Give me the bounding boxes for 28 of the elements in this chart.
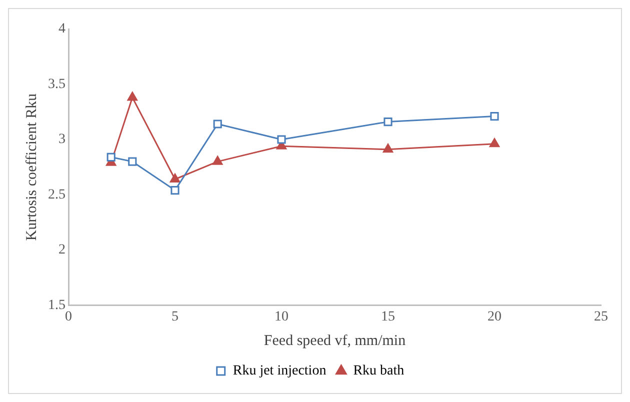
legend-label: Rku bath [353, 364, 404, 379]
y-tick-label: 1.5 [48, 298, 66, 313]
y-tick-label: 4 [58, 22, 66, 37]
point [213, 120, 222, 128]
point [382, 144, 394, 153]
x-tick-label: 25 [594, 309, 608, 324]
x-tick-label: 15 [381, 309, 395, 324]
point [489, 138, 500, 148]
legend-label: Rku jet injection [232, 364, 326, 379]
y-tick-label: 2.5 [48, 187, 66, 202]
y-axis-title: Kurtosis coefficient Rku [24, 93, 40, 241]
point [106, 152, 116, 162]
point [212, 156, 223, 165]
point [170, 186, 180, 195]
point [277, 135, 286, 144]
x-tick-label: 0 [65, 309, 72, 324]
point [490, 112, 499, 121]
y-tick-label: 2 [58, 242, 66, 258]
y-tick-label: 3 [58, 132, 66, 148]
point [128, 157, 137, 166]
x-tick-label: 20 [488, 309, 502, 324]
point [170, 174, 180, 183]
y-tick-label: 3.5 [48, 76, 66, 92]
x-tick-label: 5 [172, 309, 178, 324]
point [127, 92, 138, 101]
x-axis-title: Feed speed vf, mm/min [264, 332, 406, 349]
point [384, 118, 392, 126]
x-tick-label: 10 [274, 309, 288, 324]
